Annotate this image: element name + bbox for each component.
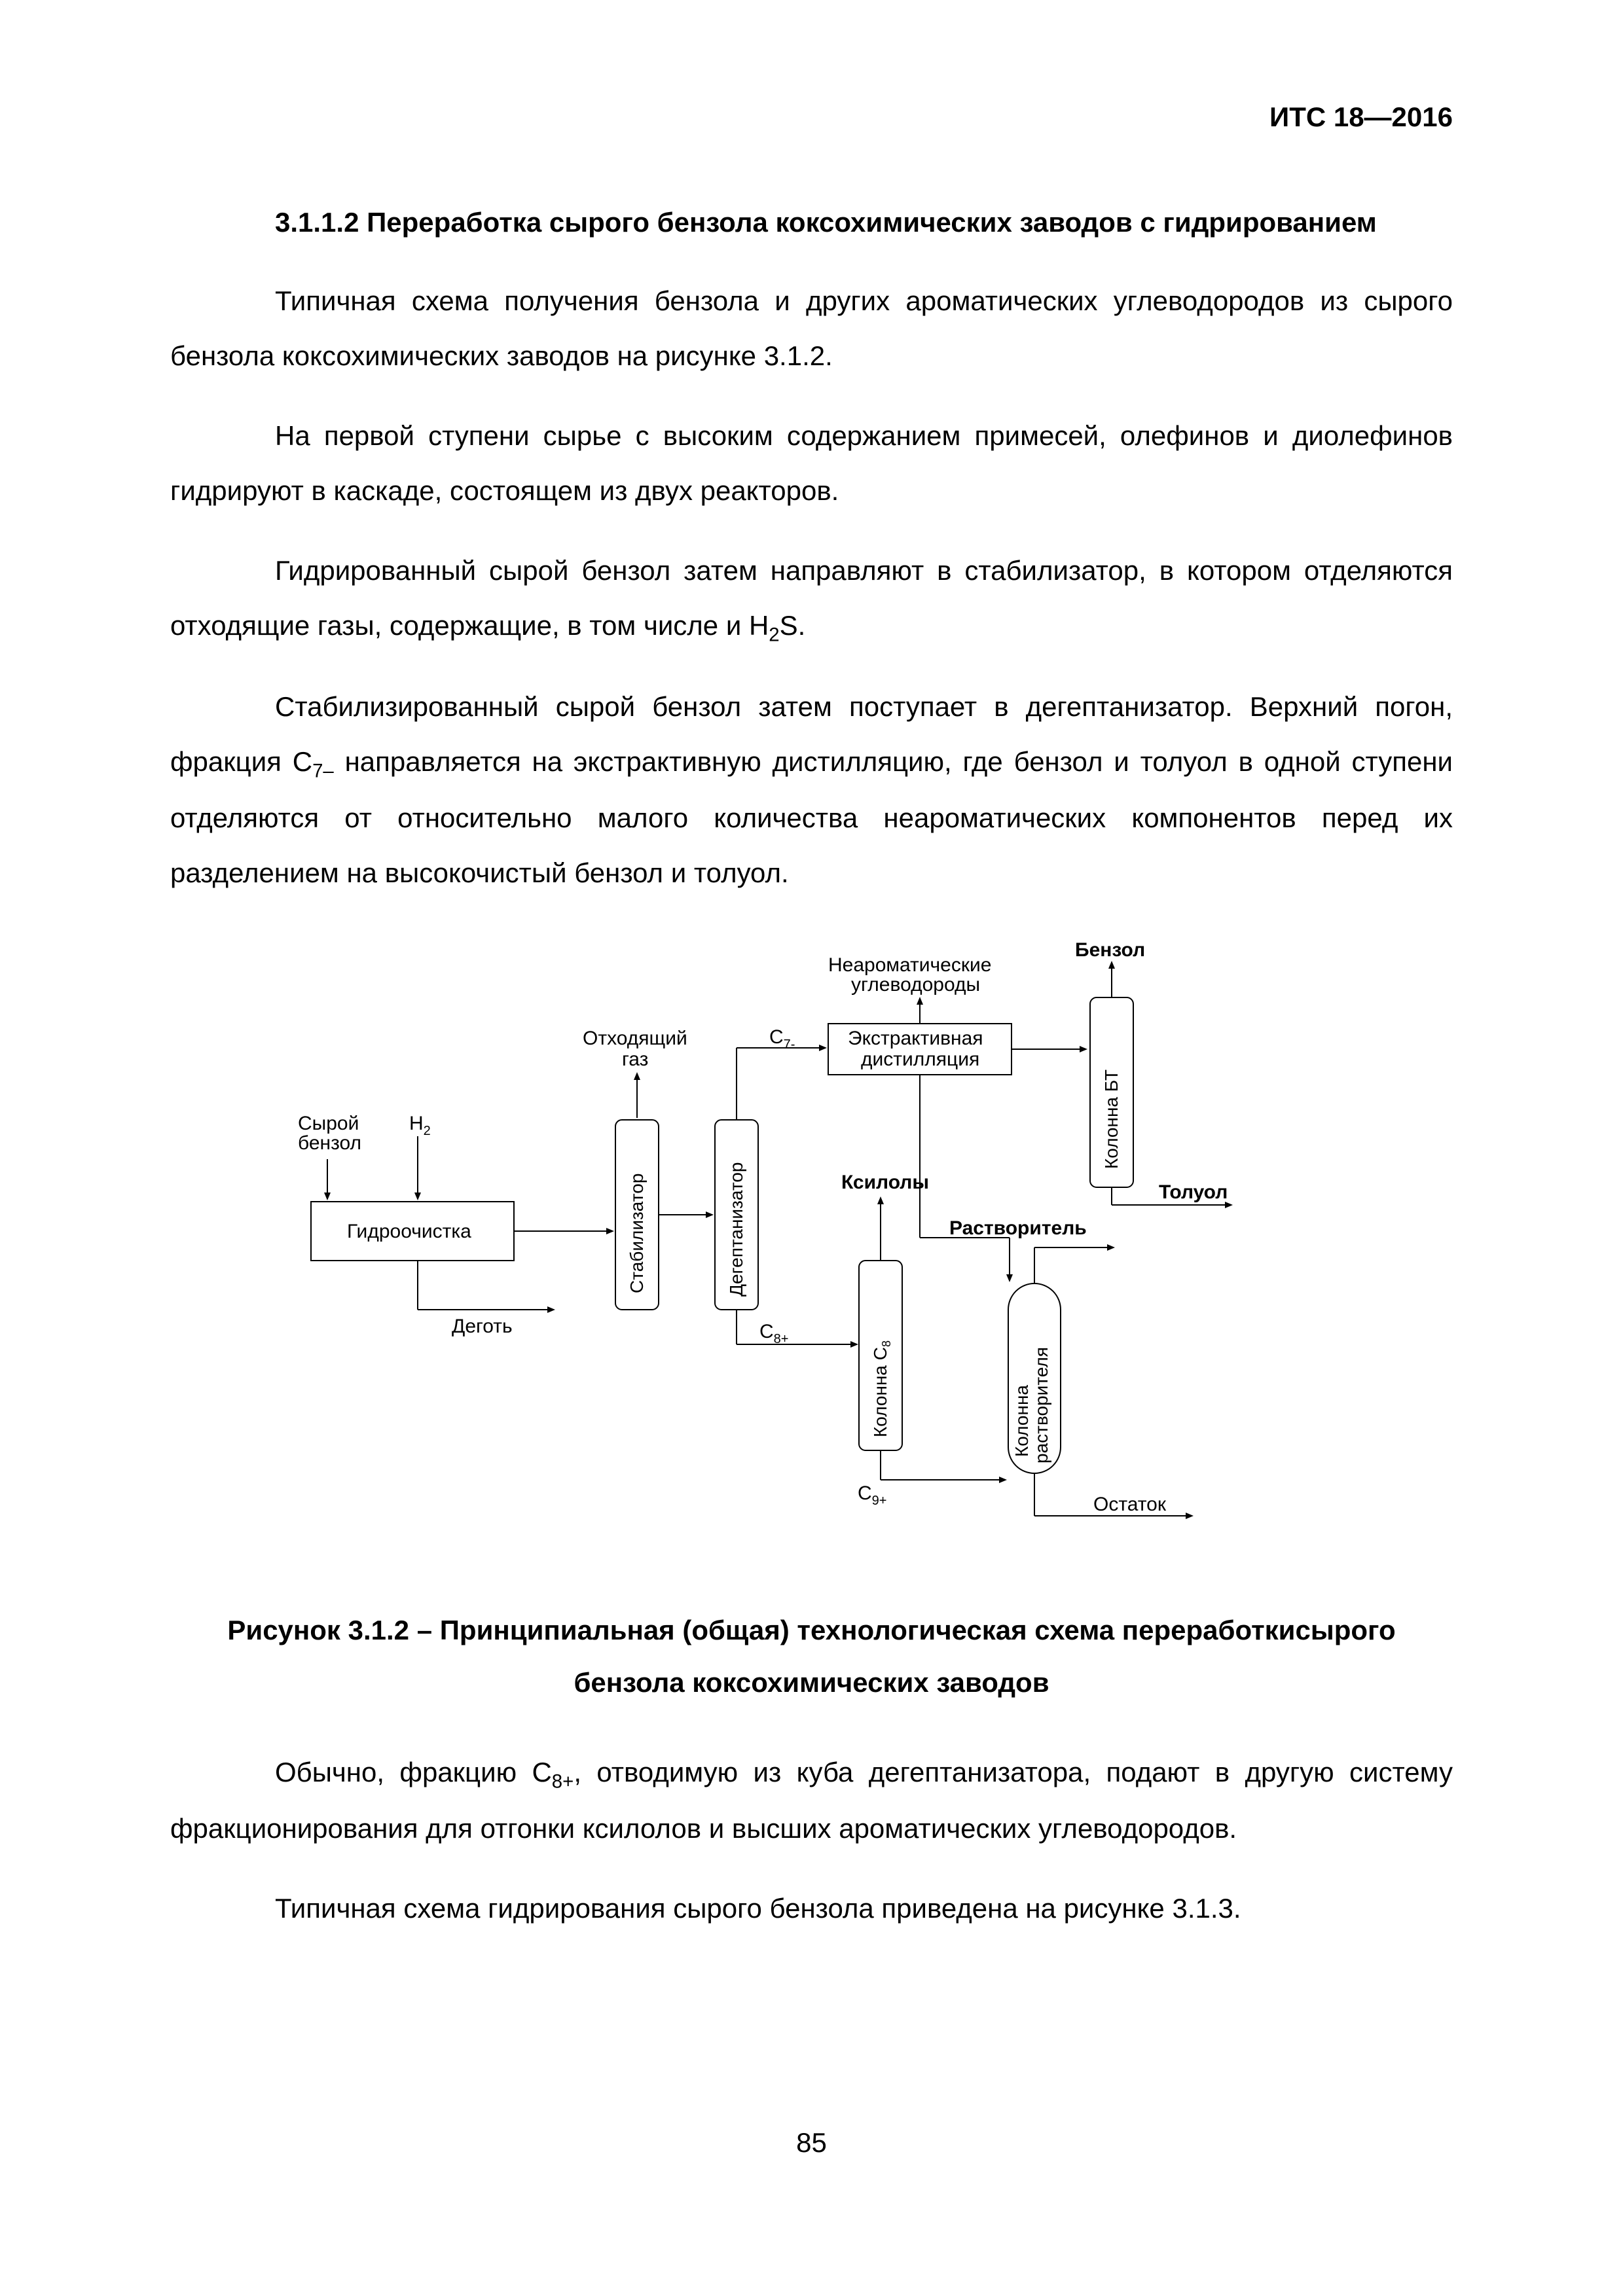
solvent-label: Растворитель [949, 1217, 1087, 1239]
c8-column-label: Колонна C8 [870, 1340, 893, 1437]
solvent-column-label-2: растворителя [1031, 1347, 1051, 1463]
paragraph-3a-text: Гидрированный сырой бензол затем направл… [170, 555, 1453, 641]
section-heading: 3.1.1.2 Переработка сырого бензола коксо… [275, 196, 1453, 249]
paragraph-2-text: На первой ступени сырье с высоким содерж… [170, 420, 1453, 506]
tar-label: Деготь [452, 1316, 513, 1337]
paragraph-1: Типичная схема получения бензола и други… [170, 274, 1453, 384]
benzene-label: Бензол [1075, 940, 1145, 961]
paragraph-1-text: Типичная схема получения бензола и други… [170, 285, 1453, 371]
paragraph-4b-text: направляется на экстрактивную дистилляци… [170, 746, 1453, 888]
h2s-sub: 2 [769, 624, 779, 645]
paragraph-4: Стабилизированный сырой бензол затем пос… [170, 679, 1453, 901]
paragraph-6: Типичная схема гидрирования сырого бензо… [170, 1881, 1453, 1936]
paragraph-5: Обычно, фракцию С8+, отводимую из куба д… [170, 1745, 1453, 1856]
bt-column-label: Колонна БТ [1101, 1069, 1122, 1169]
residue-label: Остаток [1093, 1494, 1167, 1515]
paragraph-3b-text: S. [780, 610, 806, 641]
flow-diagram-svg: Сырой бензол H2 Гидроочистка Деготь Отхо… [255, 940, 1368, 1571]
document-id: ИТС 18—2016 [1269, 101, 1453, 133]
c8plus-sub: 8+ [552, 1770, 574, 1792]
raw-benzene-label-2: бензол [298, 1132, 361, 1154]
deheptanizer-label: Дегептанизатор [726, 1162, 746, 1297]
paragraph-2: На первой ступени сырье с высоким содерж… [170, 408, 1453, 518]
offgas-label-1: Отходящий [583, 1028, 687, 1049]
nonaromatic-label-1: Неароматические [828, 954, 991, 976]
figure-caption: Рисунок 3.1.2 – Принципиальная (общая) т… [170, 1604, 1453, 1709]
c9plus-label: C9+ [858, 1482, 886, 1508]
nonaromatic-label-2: углеводороды [851, 974, 980, 996]
raw-benzene-label-1: Сырой [298, 1113, 359, 1134]
paragraph-3: Гидрированный сырой бензол затем направл… [170, 543, 1453, 655]
offgas-label-2: газ [622, 1049, 648, 1070]
toluene-label: Толуол [1159, 1181, 1228, 1203]
hydrotreating-label: Гидроочистка [347, 1221, 471, 1242]
paragraph-5a-text: Обычно, фракцию С [275, 1757, 552, 1787]
c8plus-label: C8+ [759, 1321, 788, 1346]
solvent-column-label-1: Колонна [1012, 1385, 1032, 1457]
extractive-label-1: Экстрактивная [848, 1028, 983, 1049]
paragraph-6-text: Типичная схема гидрирования сырого бензо… [275, 1893, 1241, 1924]
h2-label: H2 [409, 1113, 431, 1138]
extractive-label-2: дистилляция [861, 1049, 979, 1070]
figure-3-1-2: Сырой бензол H2 Гидроочистка Деготь Отхо… [170, 940, 1453, 1571]
stabilizer-label: Стабилизатор [627, 1174, 647, 1293]
c7-sub: 7– [312, 760, 334, 781]
xylenes-label: Ксилолы [841, 1172, 929, 1193]
page-number: 85 [0, 2127, 1623, 2159]
